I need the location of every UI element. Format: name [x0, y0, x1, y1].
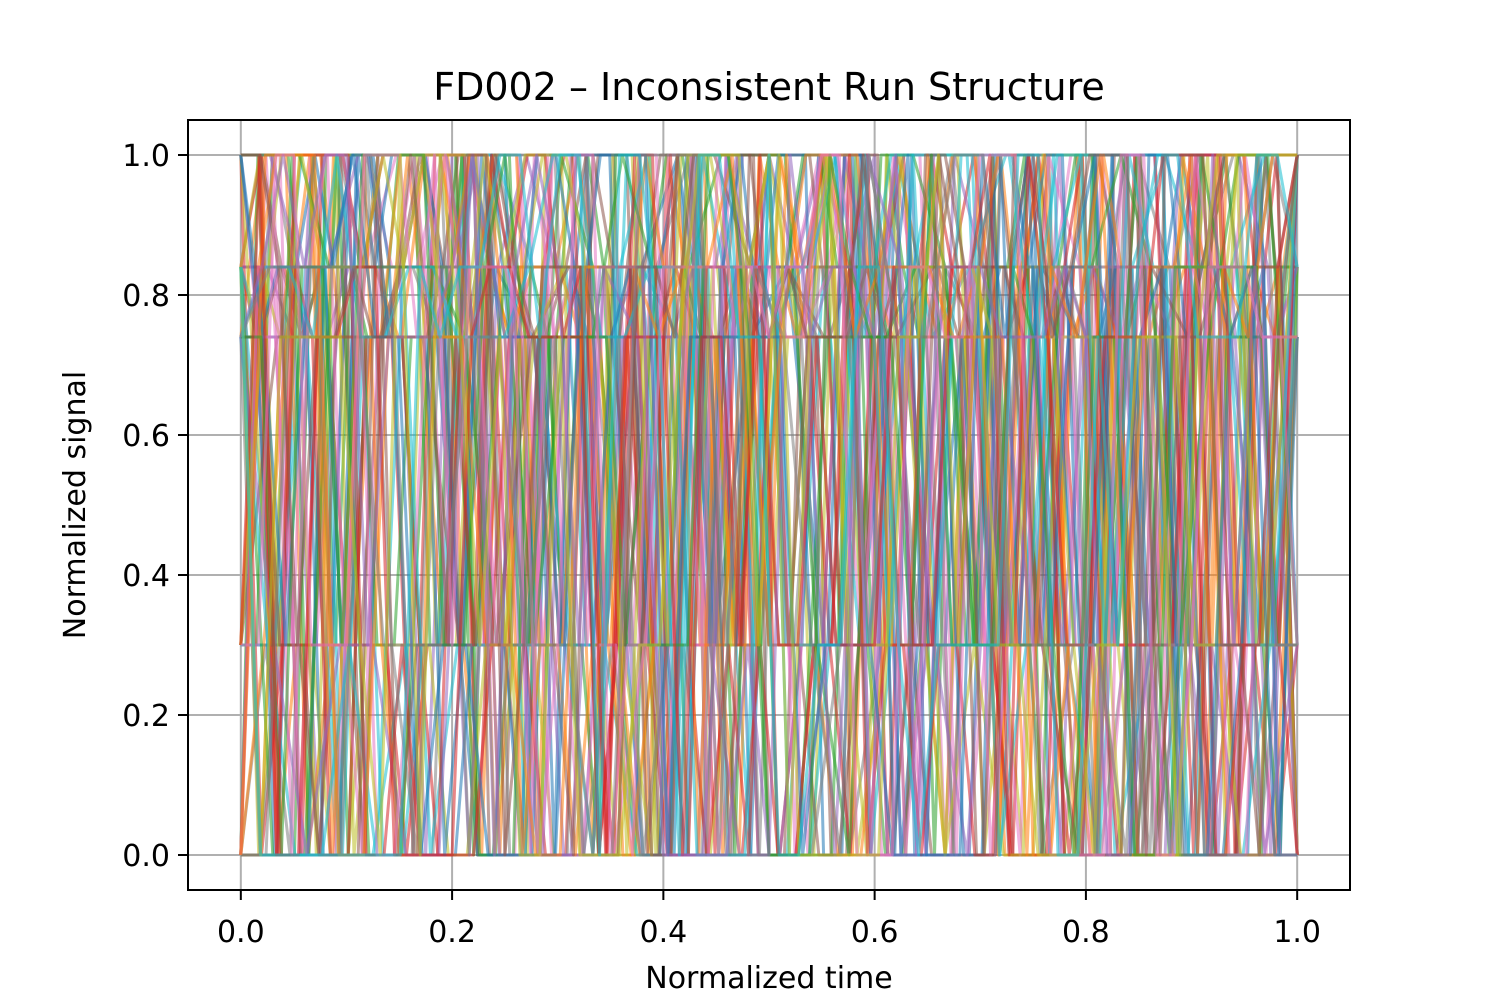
- y-tick-label: 0.8: [122, 279, 170, 314]
- x-tick-label: 1.0: [1273, 915, 1321, 950]
- series-line: [239, 153, 1299, 857]
- x-tick-label: 0.8: [1062, 915, 1110, 950]
- y-tick-label: 0.4: [122, 559, 170, 594]
- series-line: [239, 153, 1299, 857]
- y-tick-label: 0.0: [122, 839, 170, 874]
- x-tick-label: 0.0: [217, 915, 265, 950]
- x-tick-label: 0.6: [851, 915, 899, 950]
- series-lines: [239, 153, 1299, 857]
- plot-frame: [187, 119, 1351, 891]
- x-axis-label: Normalized time: [645, 961, 892, 996]
- series-line: [239, 153, 1299, 857]
- y-tick-label: 0.6: [122, 419, 170, 454]
- series-line: [239, 153, 1298, 857]
- x-tick-label: 0.2: [428, 915, 476, 950]
- x-axis-ticks: 0.0 0.2 0.4 0.6 0.8 1.0: [217, 890, 1321, 950]
- chart-title: FD002 – Inconsistent Run Structure: [433, 65, 1105, 109]
- y-axis-ticks: 0.0 0.2 0.4 0.6 0.8 1.0: [122, 139, 188, 874]
- y-tick-label: 1.0: [122, 139, 170, 174]
- series-line: [239, 153, 1299, 857]
- x-tick-label: 0.4: [640, 915, 688, 950]
- y-tick-label: 0.2: [122, 699, 170, 734]
- y-axis-label: Normalized signal: [58, 371, 93, 639]
